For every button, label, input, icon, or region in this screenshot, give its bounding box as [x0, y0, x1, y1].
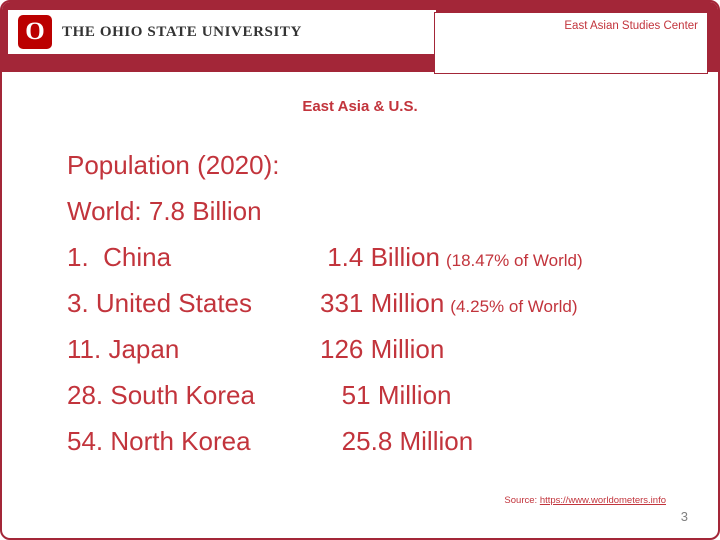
row-label: 54. North Korea — [67, 426, 251, 456]
row-label: 1. China — [67, 242, 172, 272]
source-line: Source: https://www.worldometers.info — [504, 495, 666, 506]
row-value: 126 Million — [320, 334, 445, 364]
row-value: 51 Million — [320, 380, 452, 410]
line-japan: 11. Japan 126 Million — [67, 334, 583, 380]
row-note: (4.25% of World) — [450, 297, 578, 316]
osu-block-o-icon: O — [18, 15, 52, 49]
center-name-box: East Asian Studies Center — [434, 12, 708, 74]
logo-letter: O — [25, 18, 45, 45]
row-value: 331 Million — [320, 288, 445, 318]
line-united-states: 3. United States 331 Million (4.25% of W… — [67, 288, 583, 334]
row-value: 1.4 Billion — [320, 242, 440, 272]
row-label: 11. Japan — [67, 334, 180, 364]
osu-logo-strip: O THE OHIO STATE UNIVERSITY — [8, 10, 436, 54]
row-label: 3. United States — [67, 288, 252, 318]
line-world: World: 7.8 Billion — [67, 196, 583, 242]
line-population-heading: Population (2020): — [67, 150, 583, 196]
page-number: 3 — [680, 509, 688, 524]
source-label: Source: — [504, 495, 538, 506]
row-value: 25.8 Million — [320, 426, 474, 456]
row-note: (18.47% of World) — [445, 251, 583, 270]
row-label: World: 7.8 Billion — [67, 196, 262, 226]
line-south-korea: 28. South Korea 51 Million — [67, 380, 583, 426]
center-name: East Asian Studies Center — [564, 20, 698, 32]
population-list: Population (2020): World: 7.8 Billion 1.… — [67, 150, 583, 472]
header-bar: O THE OHIO STATE UNIVERSITY East Asian S… — [2, 2, 718, 74]
row-label: 28. South Korea — [67, 380, 255, 410]
line-north-korea: 54. North Korea 25.8 Million — [67, 426, 583, 472]
line-china: 1. China 1.4 Billion (18.47% of World) — [67, 242, 583, 288]
slide-title: East Asia & U.S. — [302, 98, 418, 115]
row-label: Population (2020): — [67, 150, 280, 180]
source-link[interactable]: https://www.worldometers.info — [539, 495, 666, 506]
university-name: THE OHIO STATE UNIVERSITY — [62, 23, 302, 40]
